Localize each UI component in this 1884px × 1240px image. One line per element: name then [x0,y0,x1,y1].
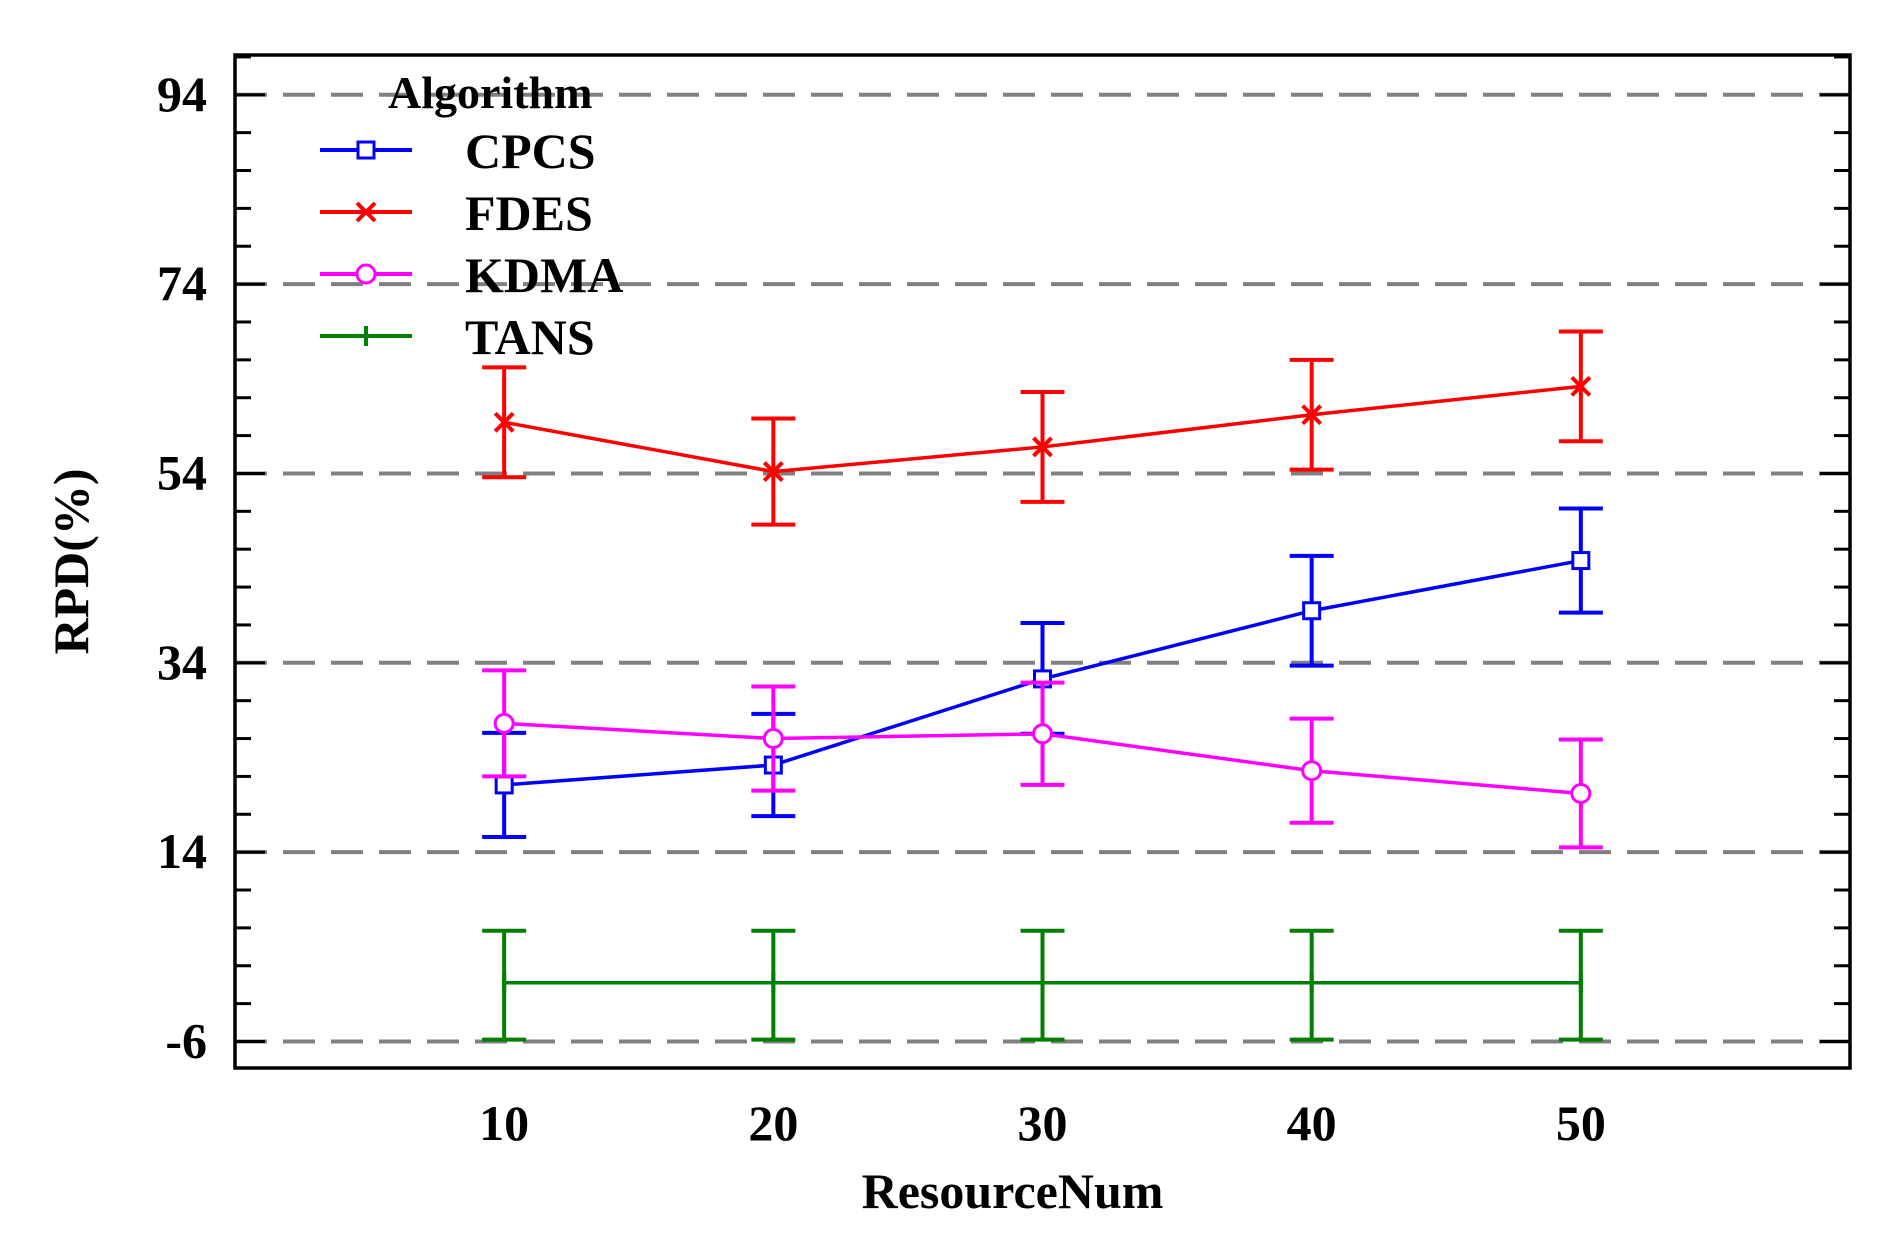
marker-x [1301,404,1323,426]
y-tick-label: -6 [165,1012,207,1068]
marker-square [494,775,514,795]
series-fdes [482,329,1603,527]
legend-label-cpcs: CPCS [465,123,596,179]
marker-x [355,201,377,223]
axes: 94 74 54 34 14 -6 10 20 30 40 50 [157,53,1852,1151]
legend-title: Algorithm [388,67,592,118]
marker-circle [355,263,377,285]
series-kdma [482,668,1603,850]
series-layer [482,329,1603,1042]
legend: CPCS FDES KDMA TANS [320,123,623,365]
y-tick-label: 34 [157,634,207,690]
x-tick-label: 40 [1287,1095,1337,1151]
legend-label-kdma: KDMA [465,247,623,303]
y-tick-label: 54 [157,444,207,500]
x-tick-label: 50 [1556,1095,1606,1151]
x-tick-label: 20 [748,1095,798,1151]
legend-label-fdes: FDES [465,185,593,241]
x-axis-title: ResourceNum [862,1163,1164,1219]
marker-square [1571,551,1591,571]
x-tick-label: 30 [1018,1095,1068,1151]
series-tans [482,928,1603,1042]
y-tick-label: 74 [157,255,207,311]
marker-circle [762,728,784,750]
y-axis-title: RPD(%) [43,468,99,654]
legend-label-tans: TANS [465,309,595,365]
series-cpcs [482,506,1603,839]
marker-x [493,411,515,433]
y-tick-label: 94 [157,66,207,122]
marker-x [1032,436,1053,458]
marker-x [1570,375,1592,397]
marker-circle [1301,760,1323,782]
marker-circle [1032,723,1053,745]
marker-circle [493,712,515,734]
marker-square [1302,601,1322,621]
marker-x [762,461,784,482]
y-tick-label: 14 [157,823,207,879]
marker-square [356,140,376,160]
marker-circle [1570,782,1592,804]
plot-frame [233,53,1852,1070]
x-tick-label: 10 [479,1095,529,1151]
